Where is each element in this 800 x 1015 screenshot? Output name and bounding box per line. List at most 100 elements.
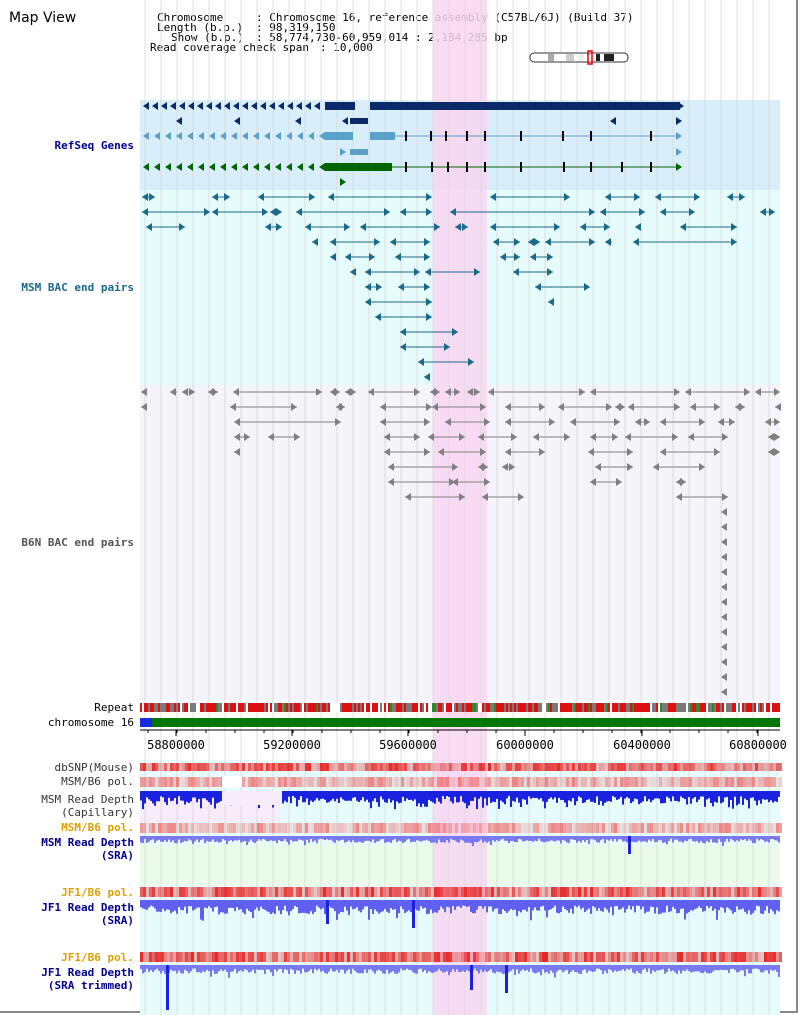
repeat-segment <box>506 703 508 712</box>
msm-b6-pol2-cell <box>668 823 671 833</box>
repeat-segment <box>510 703 512 712</box>
gene-strand-arrow <box>176 117 182 125</box>
jf1-b6-pol2-cell <box>536 952 539 962</box>
repeat-segment <box>688 703 690 712</box>
dbsnp-cell <box>149 763 152 771</box>
jf1-sra-depth-bar <box>244 900 246 915</box>
jf1-sra-trimmed-depth-bar <box>520 965 522 971</box>
jf1-sra-depth-bar <box>298 900 300 914</box>
dbsnp-cell <box>752 763 755 771</box>
jf1-b6-pol-cell <box>329 887 332 897</box>
msm-b6-pol-cell <box>656 777 659 787</box>
msm-b6-pol-cell <box>473 777 476 787</box>
msm-b6-pol2-cell <box>392 823 395 833</box>
repeat-segment <box>188 703 190 712</box>
jf1-sra-depth-bar <box>380 900 382 913</box>
repeat-segment <box>274 703 276 712</box>
repeat-segment <box>436 703 438 712</box>
jf1-sra-depth-bar <box>226 900 228 914</box>
msm-depth-capillary-bar <box>562 791 564 801</box>
msm-b6-pol-cell <box>329 777 332 787</box>
msm-b6-pol2-cell <box>164 823 167 833</box>
msm-depth-capillary-bar <box>508 791 510 796</box>
msm-b6-pol2-cell <box>752 823 755 833</box>
jf1-b6-pol2-cell <box>332 952 335 962</box>
jf1-sra-depth-bar <box>552 900 554 908</box>
jf1-b6-pol2-cell <box>371 952 374 962</box>
jf1-b6-pol2-cell <box>161 952 164 962</box>
msm-sra-depth-bar <box>738 836 740 842</box>
jf1-b6-pol-cell <box>146 887 149 897</box>
jf1-sra-depth-bar <box>646 900 648 912</box>
jf1-sra-trimmed-depth-bar <box>156 965 158 969</box>
msm-depth-capillary-bar <box>696 791 698 803</box>
jf1-b6-pol-cell <box>602 887 605 897</box>
repeat-segment <box>614 703 616 712</box>
repeat-segment <box>750 703 752 712</box>
jf1-b6-pol-cell <box>215 887 218 897</box>
repeat-segment <box>356 703 358 712</box>
jf1-b6-pol2-cell <box>179 952 182 962</box>
jf1-sra-depth-bar <box>728 900 730 909</box>
msm-sra-depth-bar <box>668 836 670 841</box>
jf1-b6-pol-cell <box>620 887 623 897</box>
dbsnp-cell <box>644 763 647 771</box>
repeat-segment <box>594 703 596 712</box>
msm-b6-pol-cell <box>521 777 524 787</box>
jf1-sra-depth-bar <box>404 900 406 913</box>
jf1-b6-pol2-cell <box>173 952 176 962</box>
jf1-b6-pol-cell <box>416 887 419 897</box>
jf1-sra-depth-bar <box>498 900 500 914</box>
repeat-segment <box>328 703 330 712</box>
gene-strand-arrow <box>209 163 215 171</box>
msm-depth-capillary-bar <box>178 791 180 797</box>
msm-sra-depth-bar <box>596 836 598 843</box>
msm-b6-pol2-cell <box>422 823 425 833</box>
jf1-sra-trimmed-depth-bar <box>282 965 284 973</box>
msm-b6-pol-cell <box>254 777 257 787</box>
repeat-segment <box>514 703 516 712</box>
jf1-sra-trimmed-depth-bar <box>144 965 146 973</box>
msm-b6-pol-cell <box>512 777 515 787</box>
dbsnp-cell <box>656 763 659 771</box>
jf1-sra-depth-bar <box>514 900 516 910</box>
jf1-b6-pol2-cell <box>674 952 677 962</box>
dbsnp-cell <box>311 763 314 771</box>
msm-sra-depth-bar <box>538 836 540 839</box>
dbsnp-cell <box>701 763 704 771</box>
msm-sra-depth-bar <box>548 836 550 842</box>
jf1-b6-pol2-cell <box>257 952 260 962</box>
dbsnp-cell <box>599 763 602 771</box>
msm-b6-pol2-cell <box>521 823 524 833</box>
track-label-b6n-bac[interactable]: B6N BAC end pairs <box>21 536 134 549</box>
msm-bac-pair-end <box>149 193 155 201</box>
jf1-b6-pol2-cell <box>707 952 710 962</box>
msm-depth-capillary-bar <box>592 791 594 802</box>
jf1-sra-depth-bar <box>738 900 740 910</box>
b6n-bac-pair-end <box>141 403 147 411</box>
msm-b6-pol2-cell <box>608 823 611 833</box>
msm-sra-depth-bar <box>164 836 166 841</box>
msm-b6-pol-cell <box>542 777 545 787</box>
dbsnp-cell <box>164 763 167 771</box>
track-label-refseq[interactable]: RefSeq Genes <box>54 139 134 152</box>
msm-depth-capillary-bar <box>486 791 488 806</box>
jf1-sra-trimmed-depth-bar <box>304 965 306 973</box>
msm-sra-depth-bar <box>610 836 612 840</box>
msm-bac-pair-end <box>490 193 496 201</box>
track-label-msm-b6-pol: MSM/B6 pol. <box>61 775 134 788</box>
msm-sra-depth-bar <box>520 836 522 840</box>
track-label-msm-bac[interactable]: MSM BAC end pairs <box>21 281 134 294</box>
msm-sra-depth-bar <box>246 836 248 845</box>
msm-sra-depth-bar <box>340 836 342 841</box>
msm-bac-pair-end <box>444 343 450 351</box>
jf1-b6-pol-cell <box>254 887 257 897</box>
msm-sra-depth-bar <box>362 836 364 843</box>
jf1-sra-trimmed-depth-bar <box>244 965 246 970</box>
jf1-sra-depth-bar <box>146 900 148 910</box>
chromosome-ideogram[interactable] <box>529 50 629 65</box>
jf1-b6-pol-cell <box>194 887 197 897</box>
msm-b6-pol-cell <box>452 777 455 787</box>
msm-b6-pol2-cell <box>773 823 776 833</box>
